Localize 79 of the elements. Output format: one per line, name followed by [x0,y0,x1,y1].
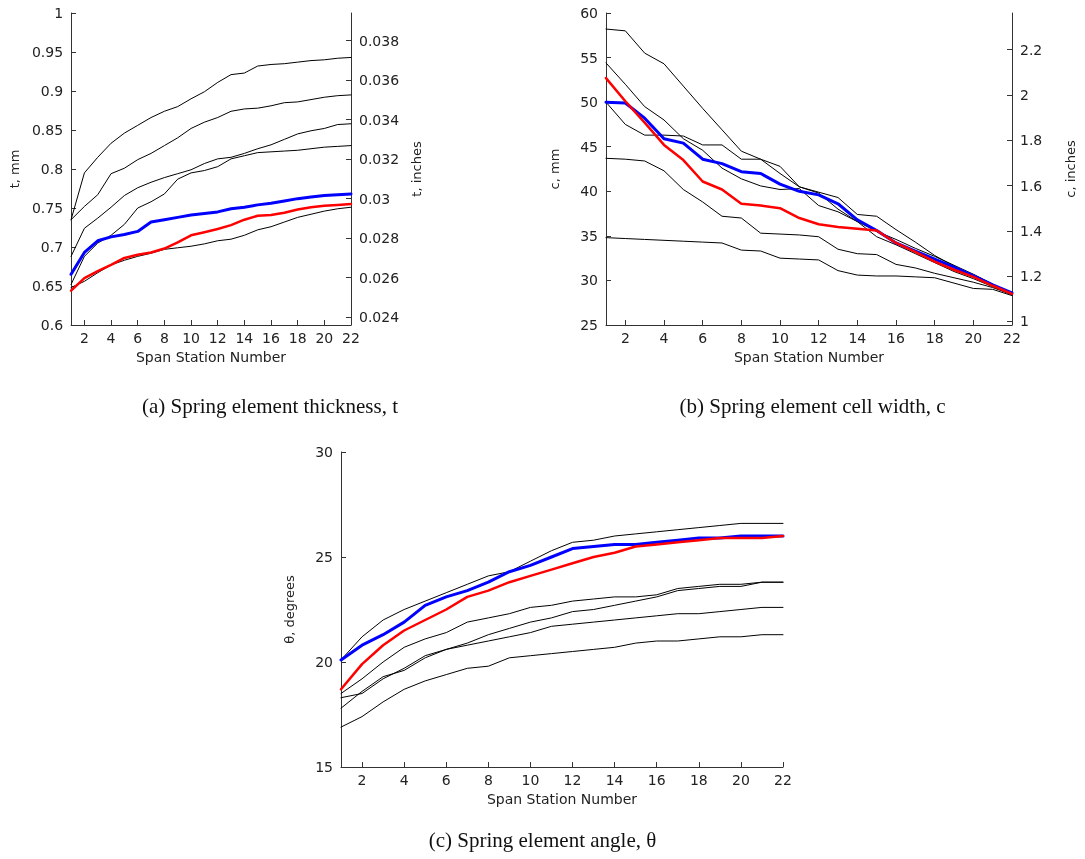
x-tick-label: 8 [159,330,169,346]
y2-tick-label: 2 [1020,86,1029,103]
y2-axis-title: c, inches [1063,140,1078,198]
x-tick-label: 8 [483,772,493,788]
x-tick-label: 6 [698,330,708,346]
x-tick-label: 2 [79,330,89,346]
x-axis-title: Span Station Number [135,348,287,365]
x-tick-label: 22 [1003,330,1021,346]
x-tick-label: 22 [342,330,360,346]
y-tick-label: 0.9 [40,83,64,99]
y-tick-label: 15 [315,759,333,775]
y2-axis-title: t, inches [408,141,424,197]
y-tick-label: 30 [580,272,598,289]
x-tick-label: 12 [809,330,828,346]
y2-tick-label: 0.024 [359,309,400,326]
y-tick-label: 20 [315,654,333,670]
y-tick-label: 25 [315,549,333,565]
y-tick-label: 0.65 [31,278,64,294]
y-tick-label: 1 [54,5,64,21]
y2-tick-label: 1.4 [1020,222,1043,239]
x-tick-label: 10 [771,330,789,346]
y2-tick-label: 0.034 [359,111,400,128]
y-tick-label: 0.95 [31,44,64,60]
x-tick-label: 22 [774,772,792,788]
y2-tick-label: 0.038 [359,32,400,49]
x-axis-title: Span Station Number [733,348,885,365]
text: (a) Spring element thickness, t [141,393,399,418]
x-tick-label: 14 [235,330,254,346]
y-tick-label: 0.75 [31,200,64,216]
x-tick-label: 18 [925,330,944,346]
y-tick-label: 0.6 [40,317,64,333]
y-tick-label: 25 [580,317,598,333]
x-tick-label: 4 [399,772,409,788]
y2-tick-label: 0.032 [359,151,400,168]
x-tick-label: 12 [208,330,227,346]
x-tick-label: 18 [288,330,307,346]
x-tick-label: 2 [357,772,367,788]
y2-tick-label: 2.2 [1020,41,1043,58]
x-tick-label: 16 [647,772,666,788]
y-tick-label: 35 [580,227,598,244]
text: (b) Spring element cell width, c [679,393,946,418]
y-tick-label: 30 [315,444,333,460]
y2-tick-label: 1.6 [1020,177,1043,194]
x-tick-label: 18 [689,772,708,788]
y-tick-label: 60 [580,5,598,21]
x-tick-label: 16 [262,330,281,346]
x-tick-label: 6 [133,330,143,346]
x-tick-label: 12 [563,772,582,788]
x-tick-label: 2 [620,330,630,346]
y2-tick-label: 0.036 [359,72,400,89]
y-tick-label: 45 [580,138,598,155]
x-tick-label: 20 [964,330,983,346]
y-axis-title: t, mm [7,149,22,189]
y-tick-label: 0.7 [40,239,64,255]
x-tick-label: 14 [848,330,867,346]
x-tick-label: 10 [182,330,200,346]
y-tick-label: 0.85 [31,122,64,138]
y-tick-label: 50 [580,94,598,111]
x-tick-label: 8 [736,330,746,346]
y2-tick-label: 1 [1020,313,1029,330]
y-axis-title: θ, degrees [282,575,297,644]
y2-tick-label: 1.8 [1020,132,1043,149]
y-tick-label: 0.8 [40,161,64,177]
x-tick-label: 4 [659,330,669,346]
y-tick-label: 55 [580,49,598,66]
x-tick-label: 20 [731,772,750,788]
y2-tick-label: 0.03 [359,190,391,207]
text: (c) Spring element angle, θ [428,827,657,852]
x-axis-title: Span Station Number [486,790,638,807]
y2-tick-label: 0.028 [359,230,400,247]
y2-tick-label: 0.026 [359,269,400,286]
y2-tick-label: 1.2 [1020,268,1043,285]
y-axis-title: c, mm [547,148,562,190]
x-tick-label: 16 [887,330,905,346]
x-tick-label: 10 [521,772,540,788]
x-tick-label: 4 [106,330,116,346]
x-tick-label: 14 [605,772,624,788]
y-tick-label: 40 [580,183,598,200]
x-tick-label: 6 [441,772,451,788]
